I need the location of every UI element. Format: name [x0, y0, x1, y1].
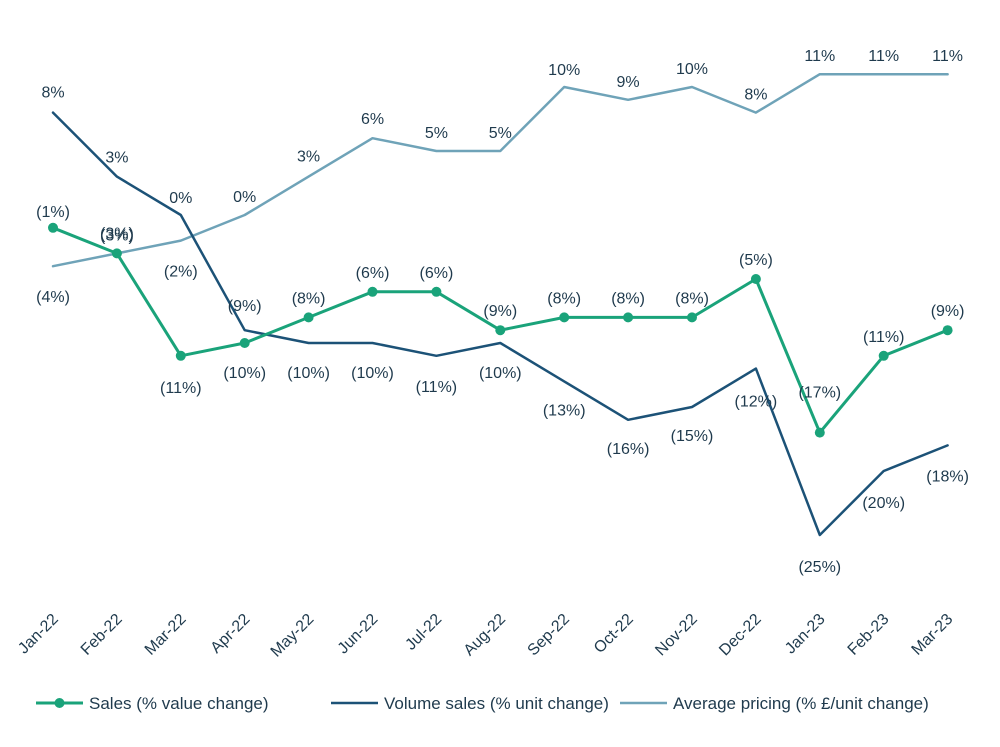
- data-label-pricing: 10%: [676, 61, 708, 78]
- data-label-sales: (9%): [931, 303, 965, 320]
- data-label-pricing: (4%): [36, 289, 70, 306]
- data-label-volume: (13%): [543, 402, 586, 419]
- data-point-sales: [878, 350, 889, 361]
- data-label-volume: 8%: [41, 85, 64, 102]
- data-label-sales: (10%): [223, 365, 266, 382]
- data-label-volume: 0%: [169, 190, 192, 207]
- data-point-sales: [303, 312, 314, 323]
- x-tick-label: Mar-22: [142, 611, 190, 659]
- data-label-volume: (11%): [416, 379, 458, 396]
- data-point-sales: [431, 286, 442, 297]
- data-label-volume: (18%): [926, 468, 969, 485]
- x-tick-label: Sep-22: [525, 611, 574, 660]
- data-label-volume: (9%): [228, 298, 262, 315]
- data-label-sales: (1%): [36, 204, 70, 221]
- x-tick-label: May-22: [268, 611, 318, 661]
- x-tick-label: Oct-22: [591, 611, 637, 657]
- x-tick-label: Apr-22: [208, 611, 254, 657]
- data-label-volume: (15%): [671, 428, 714, 445]
- x-tick-label: Nov-22: [652, 611, 701, 660]
- data-label-pricing: 11%: [804, 48, 835, 65]
- data-point-sales: [942, 325, 953, 336]
- data-point-sales: [239, 338, 250, 348]
- data-label-sales: (11%): [160, 380, 202, 397]
- x-tick-label: Jan-23: [782, 611, 829, 658]
- data-labels: (1%) (3%) (11%) (10%) (8%) (6%) (6%) (9%) (8%) (8…: [36, 48, 969, 576]
- data-point-sales: [495, 325, 506, 336]
- data-point-sales: [687, 312, 697, 323]
- data-label-sales: (17%): [798, 385, 841, 402]
- data-label-volume: (10%): [351, 365, 394, 382]
- x-tick-label: Jul-22: [402, 611, 445, 654]
- data-label-pricing: 9%: [617, 74, 640, 91]
- data-label-pricing: 11%: [932, 48, 963, 65]
- data-label-volume: 3%: [105, 150, 128, 167]
- x-tick-label: Dec-22: [716, 611, 765, 660]
- data-label-pricing: 5%: [489, 125, 512, 142]
- data-label-pricing: 10%: [548, 62, 580, 79]
- data-label-volume: (20%): [862, 495, 905, 512]
- data-label-sales: (8%): [675, 290, 709, 307]
- series-line-pricing: [51, 72, 949, 268]
- data-label-pricing: (2%): [164, 264, 198, 281]
- x-tick-label: Feb-22: [78, 611, 126, 659]
- x-tick-label: Mar-23: [909, 611, 957, 659]
- data-label-volume: (12%): [735, 394, 778, 411]
- data-point-sales: [559, 312, 570, 323]
- data-label-sales: (8%): [547, 290, 581, 307]
- data-label-sales: (8%): [611, 290, 645, 307]
- data-point-sales: [367, 286, 378, 297]
- data-label-pricing: 8%: [744, 87, 767, 104]
- x-tick-label: Jan-22: [15, 611, 62, 658]
- legend-label-sales: Sales (% value change): [89, 694, 269, 713]
- series-markers: [48, 222, 953, 438]
- legend-label-pricing: Average pricing (% £/unit change): [673, 694, 929, 713]
- legend: Sales (% value change) Volume sales (% un…: [36, 694, 929, 713]
- x-tick-label: Feb-23: [845, 611, 893, 659]
- data-label-volume: (10%): [479, 365, 522, 382]
- x-tick-label: Jun-22: [335, 611, 382, 658]
- data-label-pricing: 5%: [425, 125, 448, 142]
- data-label-sales: (6%): [420, 265, 454, 282]
- legend-label-volume: Volume sales (% unit change): [384, 694, 609, 713]
- data-label-pricing: 6%: [361, 111, 384, 128]
- data-label-sales: (9%): [483, 303, 517, 320]
- data-label-sales: (8%): [292, 290, 326, 307]
- data-point-sales: [750, 274, 761, 284]
- data-point-sales: [111, 248, 122, 259]
- data-point-sales: [48, 222, 58, 233]
- data-label-pricing: (3%): [100, 225, 134, 242]
- data-point-sales: [814, 427, 825, 438]
- data-point-sales: [175, 350, 186, 361]
- data-point-sales: [623, 312, 634, 323]
- x-axis-ticks: Jan-22 Feb-22 Mar-22 Apr-22 May-22 Jun-22 Jul-…: [15, 611, 956, 661]
- data-label-sales: (5%): [739, 252, 773, 269]
- data-label-volume: (10%): [287, 365, 330, 382]
- x-tick-label: Aug-22: [461, 611, 510, 660]
- data-label-volume: (16%): [607, 441, 650, 458]
- data-label-pricing: 3%: [297, 149, 320, 166]
- data-label-pricing: 0%: [233, 189, 256, 206]
- data-label-sales: (11%): [863, 329, 905, 346]
- data-label-volume: (25%): [798, 559, 841, 576]
- data-label-sales: (6%): [356, 265, 390, 282]
- data-label-pricing: 11%: [868, 48, 899, 65]
- series-line-volume: [51, 111, 949, 537]
- legend-marker-sales: [54, 698, 65, 708]
- data-label-sales: (3%): [100, 227, 134, 244]
